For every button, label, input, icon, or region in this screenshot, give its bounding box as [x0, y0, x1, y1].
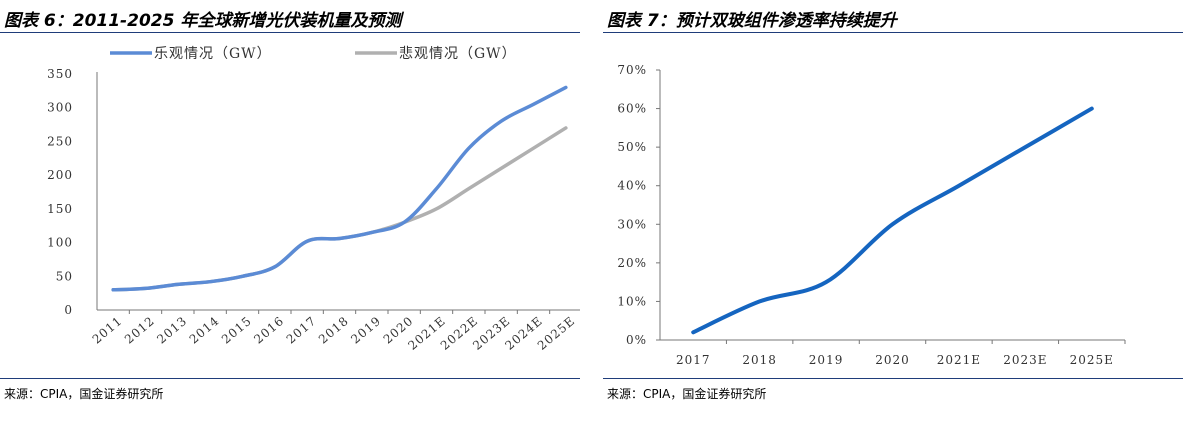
x-tick-label: 2012 [122, 314, 157, 347]
series-line-optimistic [111, 85, 568, 292]
y-tick-label: 350 [47, 67, 73, 81]
legend-label: 乐观情况（GW） [154, 46, 272, 62]
series-line-penetration [691, 106, 1094, 335]
x-tick-label: 2021E [937, 353, 981, 367]
x-tick-label: 2016 [251, 314, 286, 347]
y-tick-label: 250 [47, 134, 73, 148]
x-tick-label: 2017 [284, 314, 319, 347]
y-tick-label: 200 [47, 168, 73, 182]
series-line-pessimistic [111, 126, 568, 292]
x-tick-label: 2017 [676, 353, 711, 367]
y-tick-label: 30% [617, 217, 647, 231]
y-tick-label: 10% [617, 294, 647, 308]
y-tick-label: 100 [47, 236, 73, 250]
y-tick-label: 20% [617, 256, 647, 270]
y-tick-label: 60% [617, 102, 647, 116]
legend-label: 悲观情况（GW） [399, 45, 517, 62]
x-tick-label: 2018 [742, 353, 777, 367]
x-tick-label: 2015 [219, 314, 254, 347]
y-tick-label: 40% [617, 179, 647, 193]
chart-panel-right: 图表 7：预计双玻组件渗透率持续提升 0% 10% 20% 30% 40% 50% 60% 7… [603, 0, 1183, 423]
x-tick-label: 2013 [154, 314, 189, 347]
y-tick-label: 50 [56, 269, 73, 283]
x-tick-label: 2011 [90, 314, 125, 347]
chart-title-bar: 图表 6：2011-2025 年全球新增光伏装机量及预测 [0, 2, 580, 33]
install-forecast-chart: 0501001502002503003502011201220132014201… [47, 45, 580, 353]
chart-panel-left: 图表 6：2011-2025 年全球新增光伏装机量及预测 0 50 100 150 20… [0, 0, 580, 423]
x-tick-label: 2023E [1003, 353, 1047, 367]
source-note: 来源：CPIA，国金证券研究所 [607, 387, 767, 401]
x-tick-label: 2014 [187, 314, 222, 347]
x-tick-label: 2019 [809, 353, 844, 367]
x-tick-label: 2025E [1070, 353, 1114, 367]
chart-title: 图表 7：预计双玻组件渗透率持续提升 [607, 11, 897, 31]
y-tick-label: 0 [64, 303, 73, 317]
y-tick-label: 300 [47, 101, 73, 115]
source-note: 来源：CPIA，国金证券研究所 [4, 387, 164, 401]
x-tick-label: 2020 [875, 353, 910, 367]
y-tick-label: 50% [617, 140, 647, 154]
x-tick-label: 2018 [316, 314, 351, 347]
source-bar: 来源：CPIA，国金证券研究所 [0, 378, 580, 409]
chart-title: 图表 6：2011-2025 年全球新增光伏装机量及预测 [4, 11, 402, 31]
chart-title-bar: 图表 7：预计双玻组件渗透率持续提升 [603, 2, 1183, 33]
y-tick-label: 70% [617, 63, 647, 77]
y-tick-label: 150 [47, 202, 73, 216]
x-tick-label: 2019 [348, 314, 383, 347]
source-bar: 来源：CPIA，国金证券研究所 [603, 378, 1183, 409]
penetration-chart: 0% 10% 20% 30% 40% 50% 60% 70% 2017 2018 2019 2020 2… [617, 63, 1126, 367]
y-tick-label: 0% [626, 333, 647, 347]
